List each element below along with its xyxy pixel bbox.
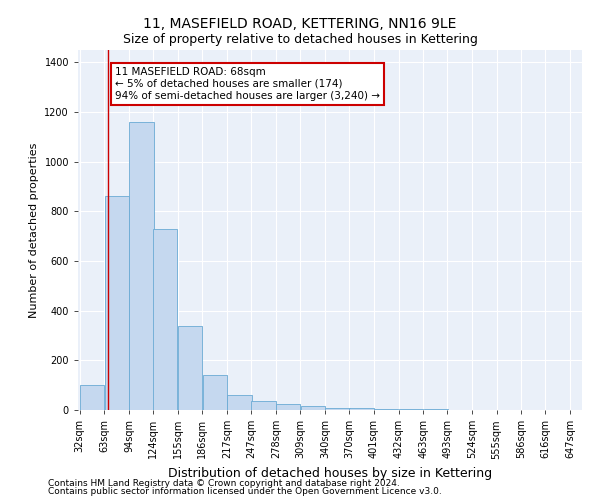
Y-axis label: Number of detached properties: Number of detached properties: [29, 142, 39, 318]
Bar: [203, 375, 227, 410]
Text: Contains HM Land Registry data © Crown copyright and database right 2024.: Contains HM Land Registry data © Crown c…: [48, 478, 400, 488]
Text: 11, MASEFIELD ROAD, KETTERING, NN16 9LE: 11, MASEFIELD ROAD, KETTERING, NN16 9LE: [143, 18, 457, 32]
Bar: [251, 402, 275, 410]
Bar: [80, 385, 104, 410]
Bar: [153, 229, 178, 410]
Bar: [276, 404, 300, 410]
Bar: [178, 326, 202, 410]
Bar: [374, 409, 398, 410]
Bar: [349, 408, 374, 410]
Bar: [325, 408, 350, 410]
Text: Contains public sector information licensed under the Open Government Licence v3: Contains public sector information licen…: [48, 487, 442, 496]
Text: Size of property relative to detached houses in Kettering: Size of property relative to detached ho…: [122, 32, 478, 46]
Bar: [227, 395, 251, 410]
Bar: [399, 409, 423, 410]
Bar: [301, 406, 325, 410]
X-axis label: Distribution of detached houses by size in Kettering: Distribution of detached houses by size …: [168, 467, 492, 480]
Bar: [104, 196, 129, 410]
Bar: [129, 122, 154, 410]
Text: 11 MASEFIELD ROAD: 68sqm
← 5% of detached houses are smaller (174)
94% of semi-d: 11 MASEFIELD ROAD: 68sqm ← 5% of detache…: [115, 68, 380, 100]
